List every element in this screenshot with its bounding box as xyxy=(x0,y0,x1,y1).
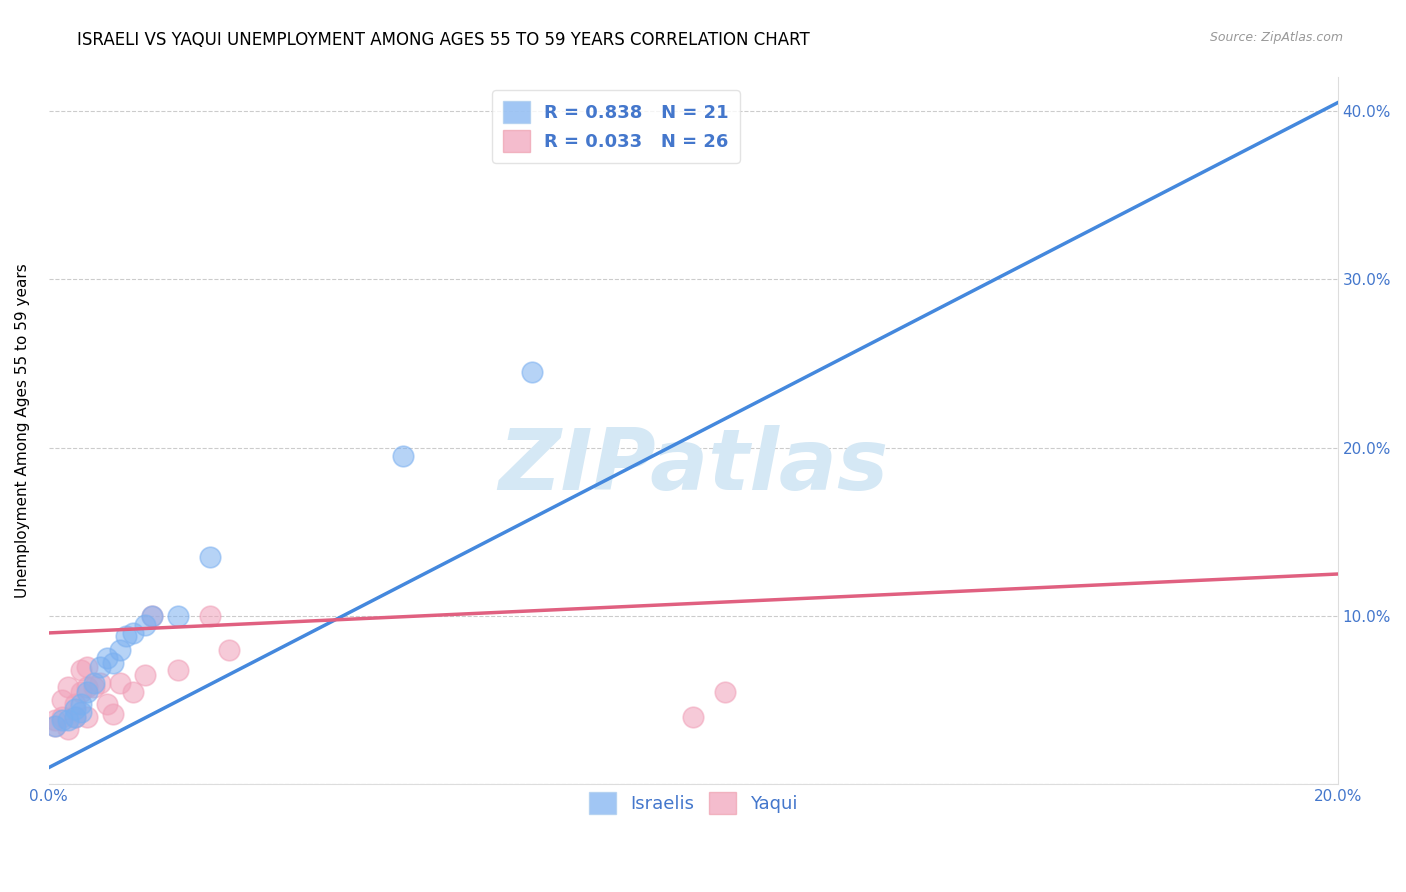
Point xyxy=(76,710,98,724)
Point xyxy=(96,651,118,665)
Point xyxy=(89,676,111,690)
Y-axis label: Unemployment Among Ages 55 to 59 years: Unemployment Among Ages 55 to 59 years xyxy=(15,263,30,599)
Point xyxy=(198,550,221,565)
Text: ZIPatlas: ZIPatlas xyxy=(498,425,889,508)
Point xyxy=(121,685,143,699)
Point xyxy=(198,609,221,624)
Point xyxy=(714,685,737,699)
Text: Source: ZipAtlas.com: Source: ZipAtlas.com xyxy=(1209,31,1343,45)
Point xyxy=(134,617,156,632)
Point xyxy=(44,714,66,728)
Legend: Israelis, Yaqui: Israelis, Yaqui xyxy=(578,781,808,825)
Point xyxy=(44,718,66,732)
Point xyxy=(76,680,98,694)
Point xyxy=(166,663,188,677)
Point xyxy=(218,642,240,657)
Point xyxy=(51,693,73,707)
Point xyxy=(89,659,111,673)
Point xyxy=(56,714,79,728)
Point xyxy=(70,705,93,719)
Text: ISRAELI VS YAQUI UNEMPLOYMENT AMONG AGES 55 TO 59 YEARS CORRELATION CHART: ISRAELI VS YAQUI UNEMPLOYMENT AMONG AGES… xyxy=(77,31,810,49)
Point xyxy=(51,714,73,728)
Point xyxy=(44,718,66,732)
Point xyxy=(76,685,98,699)
Point xyxy=(520,365,543,379)
Point xyxy=(83,680,105,694)
Point xyxy=(103,706,125,721)
Point xyxy=(70,685,93,699)
Point xyxy=(76,659,98,673)
Point xyxy=(83,676,105,690)
Point xyxy=(103,657,125,671)
Point xyxy=(166,609,188,624)
Point xyxy=(141,609,163,624)
Point xyxy=(108,642,131,657)
Point xyxy=(63,710,86,724)
Point xyxy=(134,668,156,682)
Point xyxy=(96,697,118,711)
Point xyxy=(63,697,86,711)
Point xyxy=(115,629,138,643)
Point xyxy=(56,680,79,694)
Point xyxy=(56,722,79,736)
Point xyxy=(682,710,704,724)
Point xyxy=(70,663,93,677)
Point xyxy=(63,701,86,715)
Point xyxy=(141,609,163,624)
Point xyxy=(108,676,131,690)
Point xyxy=(392,449,415,463)
Point xyxy=(51,710,73,724)
Point xyxy=(70,697,93,711)
Point xyxy=(63,710,86,724)
Point xyxy=(121,626,143,640)
